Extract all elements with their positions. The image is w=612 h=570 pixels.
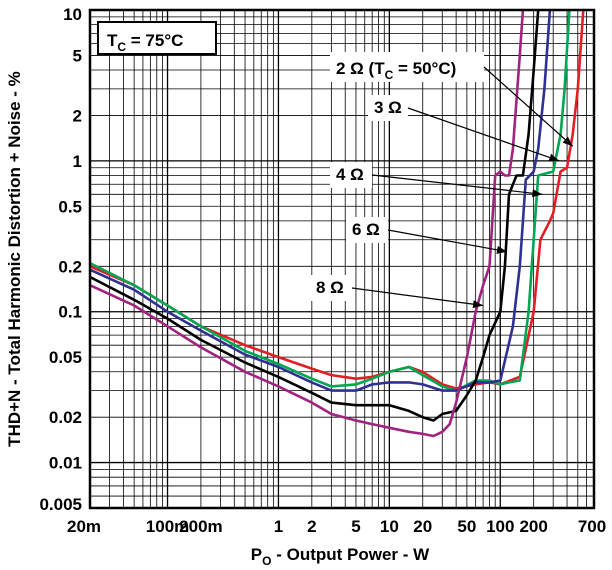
series-annotations: 2 Ω (TC = 50°C) 3 Ω 4 Ω 6 Ω 8 Ω	[310, 52, 574, 309]
y-tick-label: 1	[73, 152, 82, 171]
y-tick-label: 5	[73, 46, 82, 65]
x-tick-label: 50	[457, 517, 476, 536]
annotation-3: 6 Ω	[346, 217, 508, 254]
x-tick-label: 1	[274, 517, 283, 536]
x-tick-label: 5	[351, 517, 360, 536]
x-tick-label: 200	[519, 517, 547, 536]
x-tick-label: 200m	[179, 517, 222, 536]
x-tick-label: 700	[578, 517, 606, 536]
y-tick-label: 0.01	[49, 454, 82, 473]
annotation-arrow	[407, 107, 560, 162]
y-tick-label: 0.005	[39, 495, 82, 514]
y-tick-label: 10	[63, 5, 82, 24]
x-tick-label: 100	[486, 517, 514, 536]
annotation-bg	[330, 162, 372, 188]
annotation-bg	[310, 275, 352, 301]
annotation-2: 4 Ω	[330, 162, 543, 198]
x-axis-title: PO - Output Power - W	[251, 545, 430, 568]
y-tick-label: 0.5	[58, 197, 82, 216]
annotation-arrow	[351, 287, 484, 307]
y-tick-label: 2	[73, 106, 82, 125]
y-axis-title: THD+N - Total Harmonic Distortion + Nois…	[5, 71, 24, 447]
x-tick-label: 20	[413, 517, 432, 536]
y-tick-labels: 10 5 2 1 0.5 0.2 0.1 0.05 0.02 0.01 0.005	[39, 5, 82, 514]
y-tick-label: 0.1	[58, 303, 82, 322]
series-line	[89, 9, 525, 438]
annotation-arrowhead	[532, 189, 543, 198]
y-tick-label: 0.05	[49, 348, 82, 367]
x-tick-label: 100m	[146, 517, 189, 536]
x-tick-label: 20m	[67, 517, 101, 536]
x-tick-label: 2	[307, 517, 316, 536]
annotation-label: 2 Ω (TC = 50°C)	[336, 59, 456, 82]
annotation-label: 8 Ω	[316, 278, 344, 297]
series-line	[89, 9, 540, 422]
annotation-label: 6 Ω	[352, 220, 380, 239]
annotation-0: 2 Ω (TC = 50°C)	[330, 52, 574, 147]
series-line	[89, 9, 552, 392]
annotation-label: 3 Ω	[374, 98, 402, 117]
annotation-bg	[346, 217, 388, 243]
grid	[90, 10, 594, 508]
annotation-arrow	[483, 66, 574, 147]
annotation-1: 3 Ω	[368, 95, 560, 162]
condition-text: TC = 75°C	[107, 31, 183, 54]
annotation-arrow	[371, 174, 543, 195]
series-line	[89, 9, 585, 390]
y-tick-label: 0.2	[58, 257, 82, 276]
annotation-arrowhead	[496, 245, 507, 254]
annotation-arrowhead	[562, 136, 573, 147]
annotation-arrowhead	[472, 300, 484, 309]
annotation-arrowhead	[548, 153, 560, 162]
annotation-arrow	[387, 229, 508, 253]
y-tick-label: 0.02	[49, 408, 82, 427]
annotation-bg	[330, 52, 484, 82]
plot-frame	[88, 8, 596, 510]
series-lines	[89, 9, 585, 438]
annotation-bg	[368, 95, 408, 121]
series-line	[89, 9, 571, 392]
annotation-label: 4 Ω	[336, 165, 364, 184]
condition-box: TC = 75°C	[97, 21, 217, 55]
x-tick-label: 10	[380, 517, 399, 536]
annotation-4: 8 Ω	[310, 275, 484, 309]
